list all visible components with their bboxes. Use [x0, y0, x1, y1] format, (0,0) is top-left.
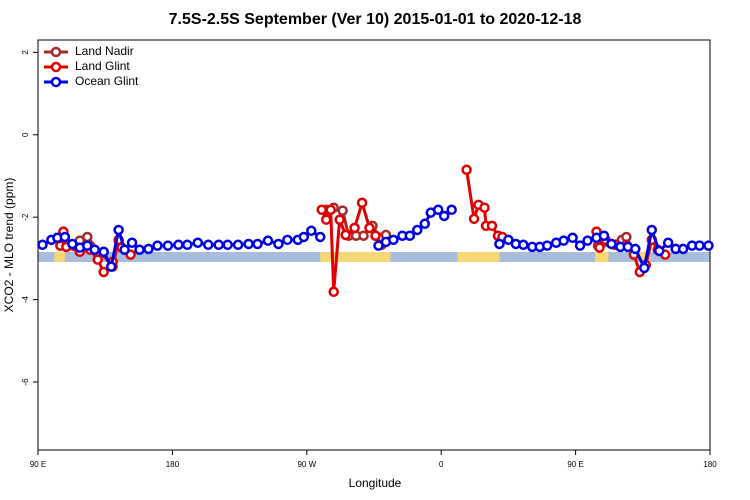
point [358, 230, 369, 241]
point [282, 234, 293, 246]
point [677, 243, 689, 255]
point [662, 237, 674, 248]
y-tick-label: 2 [21, 50, 30, 55]
point [89, 244, 100, 255]
legend-label: Land Glint [75, 59, 130, 73]
point [162, 240, 174, 251]
point [446, 204, 457, 216]
point [340, 229, 351, 241]
point [243, 238, 254, 250]
point [694, 240, 705, 251]
point [364, 222, 375, 234]
chart-title: 7.5S-2.5S September (Ver 10) 2015-01-01 … [169, 11, 582, 28]
x-tick-label: 180 [166, 460, 180, 469]
point [404, 230, 416, 241]
point [337, 205, 348, 216]
point [349, 222, 360, 234]
point [59, 231, 71, 243]
x-tick-label: 90 E [567, 460, 583, 469]
point [639, 262, 650, 274]
point [630, 243, 641, 255]
point [37, 239, 48, 251]
point [126, 237, 138, 248]
point [202, 239, 214, 251]
point [370, 230, 381, 241]
point [438, 210, 450, 222]
point [468, 213, 480, 225]
point [606, 238, 617, 250]
point [503, 234, 514, 246]
point [105, 261, 117, 272]
x-tick-label: 90 W [297, 460, 316, 469]
land-band [595, 252, 609, 262]
legend-marker [50, 61, 62, 73]
point [325, 204, 336, 216]
point [582, 235, 593, 246]
point [143, 243, 154, 255]
point [412, 224, 423, 236]
point [92, 254, 103, 265]
point [98, 266, 109, 278]
point [703, 240, 714, 251]
legend-marker [50, 46, 62, 58]
point [213, 239, 224, 251]
point [541, 240, 553, 251]
point [82, 240, 93, 251]
point [594, 242, 605, 253]
point [273, 238, 284, 250]
point [653, 245, 665, 257]
point [646, 224, 658, 236]
point [328, 286, 339, 298]
land-band [457, 252, 500, 262]
point [262, 235, 274, 246]
legend-label: Ocean Glint [75, 74, 139, 88]
legend-marker [50, 76, 62, 88]
point [152, 240, 163, 251]
point [320, 214, 332, 225]
point [252, 238, 263, 250]
point [461, 164, 472, 176]
point [232, 239, 244, 251]
point [98, 246, 109, 258]
point [192, 237, 204, 248]
point [574, 240, 586, 251]
point [113, 224, 124, 236]
point [182, 239, 193, 251]
point [134, 244, 145, 255]
x-tick-label: 90 E [30, 460, 46, 469]
y-tick-label: 0 [21, 132, 30, 137]
point [432, 204, 444, 216]
y-tick-label: -6 [21, 378, 30, 386]
x-axis-label: Longitude [349, 476, 402, 490]
legend-label: Land Nadir [75, 44, 134, 58]
land-band [54, 252, 65, 262]
point [486, 220, 498, 232]
point [518, 239, 529, 251]
point [298, 231, 310, 243]
point [314, 231, 326, 243]
point [567, 232, 578, 244]
point [388, 234, 399, 246]
point [334, 214, 345, 225]
point [479, 202, 490, 213]
y-axis-label: XCO2 - MLO trend (ppm) [2, 178, 16, 313]
point [306, 225, 317, 237]
point [419, 218, 431, 230]
point [356, 197, 368, 209]
point [494, 238, 505, 250]
point [316, 204, 327, 216]
point [598, 230, 610, 241]
x-tick-label: 0 [439, 460, 444, 469]
point [82, 231, 93, 243]
point [558, 235, 569, 246]
point [119, 244, 130, 255]
point [173, 239, 184, 251]
land-band [320, 252, 391, 262]
y-tick-label: -2 [21, 213, 30, 221]
point [222, 239, 233, 251]
y-tick-label: -4 [21, 295, 30, 303]
x-tick-label: 180 [703, 460, 717, 469]
